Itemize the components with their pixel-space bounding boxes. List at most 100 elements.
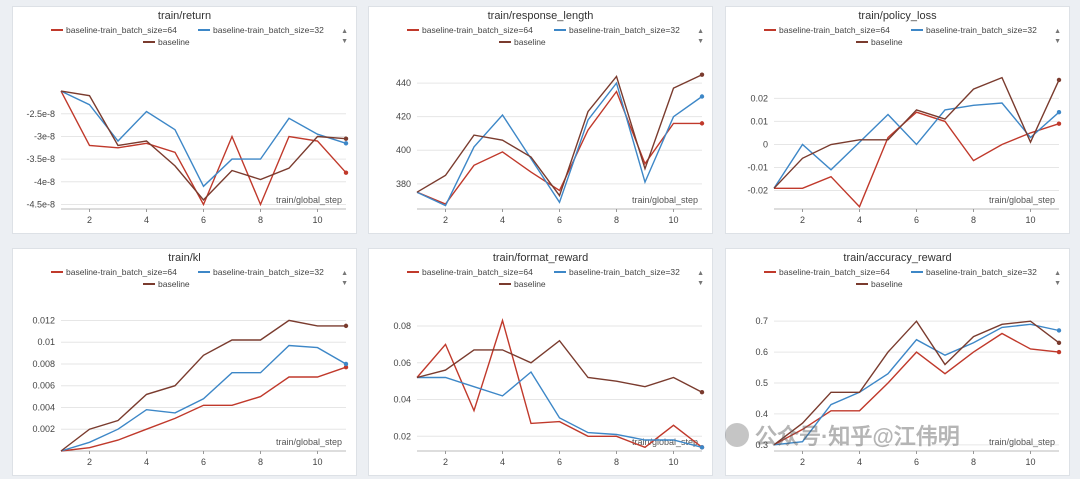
- legend-label: baseline: [871, 279, 903, 289]
- legend-item[interactable]: baseline-train_batch_size=64: [51, 25, 177, 35]
- y-tick-label: 0.5: [755, 378, 768, 388]
- chart-legend: baseline-train_batch_size=64 baseline-tra…: [726, 25, 1069, 51]
- legend-swatch: [407, 271, 419, 273]
- legend-swatch: [911, 29, 923, 31]
- legend-swatch: [764, 271, 776, 273]
- x-tick-label: 2: [443, 457, 448, 467]
- arrow-down-icon[interactable]: ▼: [341, 38, 348, 45]
- legend-item[interactable]: baseline: [856, 37, 903, 47]
- x-tick-label: 4: [500, 457, 505, 467]
- x-tick-label: 2: [443, 215, 448, 225]
- arrow-down-icon[interactable]: ▼: [1054, 280, 1061, 287]
- arrow-up-icon[interactable]: ▲: [1054, 270, 1061, 277]
- series-line: [773, 102, 1060, 189]
- y-tick-label: 0.3: [755, 440, 768, 450]
- legend-item[interactable]: baseline-train_batch_size=32: [198, 267, 324, 277]
- series-line: [416, 74, 703, 198]
- legend-item[interactable]: baseline-train_batch_size=64: [407, 25, 533, 35]
- legend-item[interactable]: baseline: [499, 37, 546, 47]
- series-end-point: [343, 361, 349, 367]
- legend-label: baseline-train_batch_size=32: [569, 25, 680, 35]
- chart-svg: 0.08 0.06 0.04 0.02 2 4 6 8 10 train/global_step: [393, 318, 705, 467]
- x-tick-label: 10: [1025, 457, 1035, 467]
- series-end-point: [699, 121, 705, 126]
- legend-item[interactable]: baseline-train_batch_size=64: [51, 267, 177, 277]
- arrow-up-icon[interactable]: ▲: [341, 28, 348, 35]
- legend-item[interactable]: baseline: [143, 37, 190, 47]
- series-line: [60, 319, 346, 452]
- legend-item[interactable]: baseline: [856, 279, 903, 289]
- chart-title: train/response_length: [487, 10, 594, 22]
- x-axis-label: train/global_step: [632, 437, 698, 447]
- legend-scroll-arrows[interactable]: ▲ ▼: [697, 269, 704, 289]
- x-tick-label: 10: [312, 457, 322, 467]
- legend-item[interactable]: baseline-train_batch_size=32: [554, 267, 680, 277]
- arrow-up-icon[interactable]: ▲: [341, 270, 348, 277]
- legend-label: baseline-train_batch_size=32: [213, 267, 324, 277]
- legend-swatch: [554, 271, 566, 273]
- legend-item[interactable]: baseline: [143, 279, 190, 289]
- watermark-text: 公众号·知乎@江伟明: [755, 424, 960, 449]
- legend-item[interactable]: baseline-train_batch_size=32: [198, 25, 324, 35]
- arrow-up-icon[interactable]: ▲: [697, 270, 704, 277]
- y-tick-label: 440: [396, 78, 411, 88]
- arrow-down-icon[interactable]: ▼: [341, 280, 348, 287]
- y-tick-label: 0.01: [750, 116, 768, 126]
- x-axis-label: train/global_step: [989, 437, 1055, 447]
- x-axis-label: train/global_step: [276, 437, 342, 447]
- legend-swatch: [51, 29, 63, 31]
- legend-item[interactable]: baseline: [499, 279, 546, 289]
- arrow-up-icon[interactable]: ▲: [1054, 28, 1061, 35]
- arrow-down-icon[interactable]: ▼: [697, 280, 704, 287]
- series-end-point: [699, 445, 705, 450]
- chart-panel: train/response_length baseline-train_batc…: [368, 6, 713, 234]
- x-axis-label: train/global_step: [632, 195, 698, 205]
- y-tick-label: 0.004: [32, 402, 55, 412]
- legend-scroll-arrows[interactable]: ▲ ▼: [341, 269, 348, 289]
- legend-item[interactable]: baseline-train_batch_size=32: [911, 267, 1037, 277]
- legend-label: baseline: [158, 37, 190, 47]
- chart-title: train/kl: [168, 252, 201, 264]
- series-line: [773, 76, 1060, 189]
- x-tick-label: 10: [312, 215, 322, 225]
- legend-scroll-arrows[interactable]: ▲ ▼: [341, 27, 348, 47]
- x-tick-label: 8: [258, 457, 263, 467]
- x-tick-label: 2: [87, 215, 92, 225]
- y-tick-label: 0.01: [37, 337, 55, 347]
- legend-scroll-arrows[interactable]: ▲ ▼: [1054, 269, 1061, 289]
- legend-swatch: [554, 29, 566, 31]
- x-tick-label: 8: [614, 457, 619, 467]
- series-end-point: [1056, 109, 1062, 115]
- y-tick-label: -2.5e-8: [26, 109, 55, 119]
- legend-item[interactable]: baseline-train_batch_size=64: [764, 267, 890, 277]
- x-tick-label: 10: [668, 457, 678, 467]
- legend-item[interactable]: baseline-train_batch_size=64: [764, 25, 890, 35]
- series-end-point: [1056, 349, 1062, 355]
- arrow-up-icon[interactable]: ▲: [697, 28, 704, 35]
- legend-swatch: [198, 29, 210, 31]
- chart-title: train/format_reward: [492, 252, 589, 264]
- legend-label: baseline-train_batch_size=32: [213, 25, 324, 35]
- x-tick-label: 8: [258, 215, 263, 225]
- chart-legend: baseline-train_batch_size=64 baseline-tra…: [369, 267, 712, 293]
- legend-label: baseline: [158, 279, 190, 289]
- y-tick-label: 0.04: [393, 395, 411, 405]
- x-tick-label: 6: [914, 215, 919, 225]
- legend-label: baseline: [514, 37, 546, 47]
- arrow-down-icon[interactable]: ▼: [697, 38, 704, 45]
- legend-scroll-arrows[interactable]: ▲ ▼: [697, 27, 704, 47]
- watermark: 公众号·知乎@江伟明: [725, 415, 1070, 455]
- x-tick-label: 6: [914, 457, 919, 467]
- legend-item[interactable]: baseline-train_batch_size=32: [554, 25, 680, 35]
- legend-scroll-arrows[interactable]: ▲ ▼: [1054, 27, 1061, 47]
- legend-swatch: [51, 271, 63, 273]
- x-tick-label: 2: [800, 215, 805, 225]
- y-tick-label: -0.02: [747, 186, 768, 196]
- legend-label: baseline: [871, 37, 903, 47]
- legend-item[interactable]: baseline-train_batch_size=64: [407, 267, 533, 277]
- arrow-down-icon[interactable]: ▼: [1054, 38, 1061, 45]
- legend-item[interactable]: baseline-train_batch_size=32: [911, 25, 1037, 35]
- y-tick-label: -4.5e-8: [26, 199, 55, 209]
- x-tick-label: 6: [557, 215, 562, 225]
- y-tick-label: 0.08: [393, 321, 411, 331]
